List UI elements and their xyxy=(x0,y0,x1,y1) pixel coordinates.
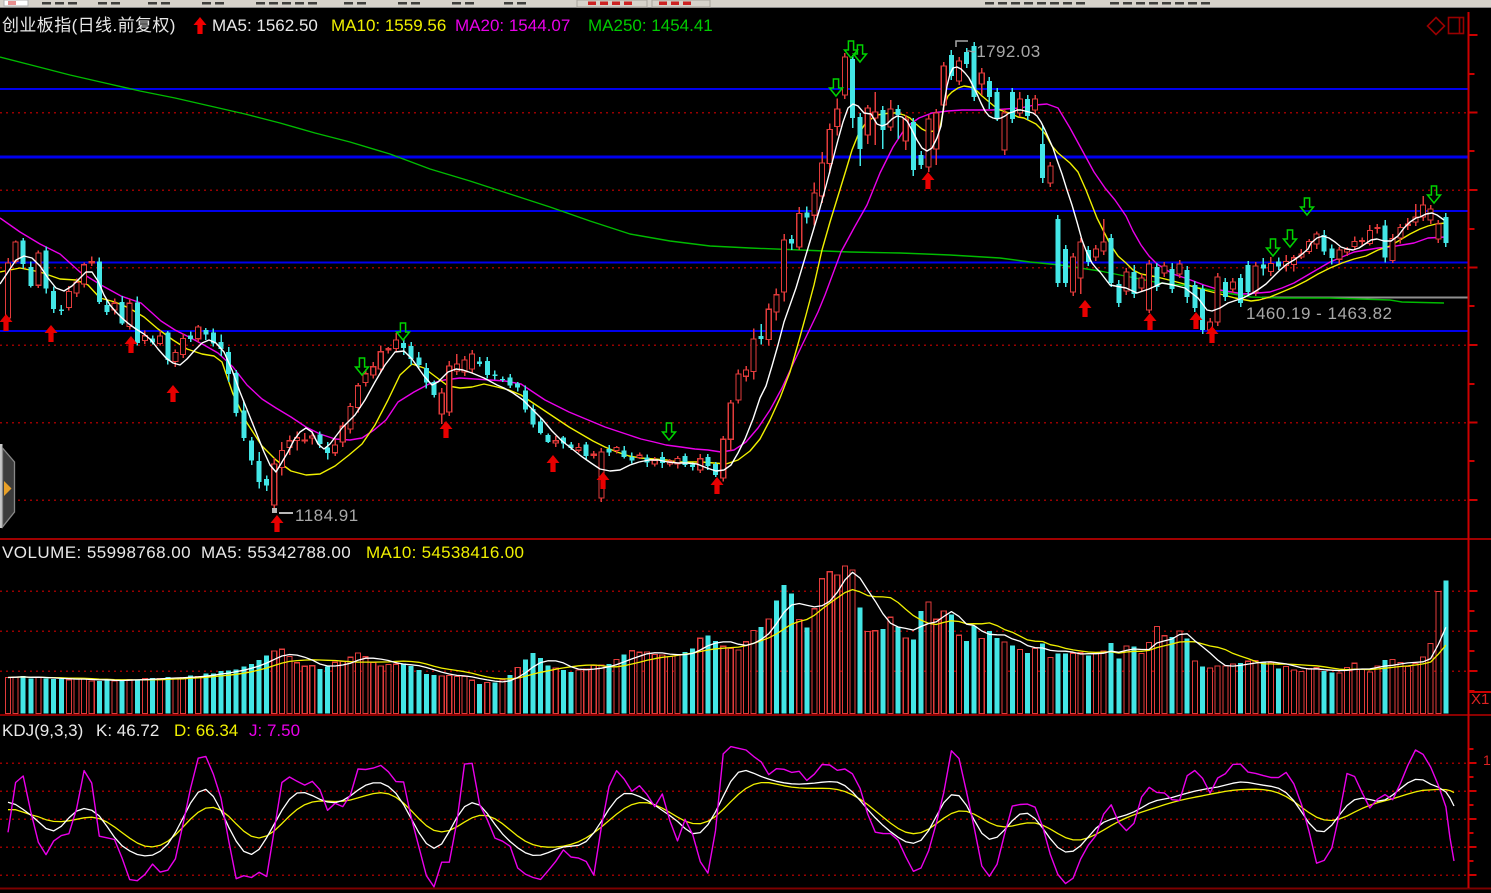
svg-text:1460.19 - 1463.82: 1460.19 - 1463.82 xyxy=(1246,304,1393,323)
svg-text:1184.91: 1184.91 xyxy=(295,506,359,525)
svg-text:X1: X1 xyxy=(1471,691,1489,708)
svg-text:VOLUME: 55998768.00: VOLUME: 55998768.00 xyxy=(2,543,191,562)
svg-text:D: 66.34: D: 66.34 xyxy=(174,721,238,740)
svg-text:1: 1 xyxy=(1483,752,1491,768)
svg-text:MA250: 1454.41: MA250: 1454.41 xyxy=(588,16,713,35)
svg-text:创业板指(日线.前复权): 创业板指(日线.前复权) xyxy=(2,16,176,35)
svg-text:~1792.03: ~1792.03 xyxy=(966,42,1041,61)
svg-text:MA10: 54538416.00: MA10: 54538416.00 xyxy=(366,543,524,562)
svg-text:K: 46.72: K: 46.72 xyxy=(96,721,159,740)
svg-text:MA10: 1559.56: MA10: 1559.56 xyxy=(331,16,446,35)
svg-text:J: 7.50: J: 7.50 xyxy=(249,721,300,740)
svg-text:MA5: 55342788.00: MA5: 55342788.00 xyxy=(201,543,351,562)
svg-text:MA5: 1562.50: MA5: 1562.50 xyxy=(212,16,318,35)
svg-text:KDJ(9,3,3): KDJ(9,3,3) xyxy=(2,721,83,740)
svg-text:MA20: 1544.07: MA20: 1544.07 xyxy=(455,16,570,35)
